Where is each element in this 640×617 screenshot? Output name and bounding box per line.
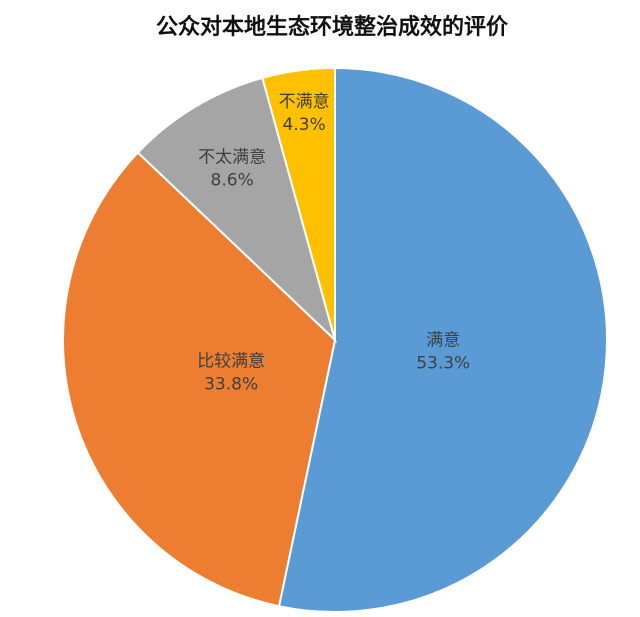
pie-slice bbox=[277, 66, 608, 613]
slice-value-label: 8.6% bbox=[211, 171, 254, 191]
pie-slice bbox=[62, 151, 337, 608]
pie-slice bbox=[261, 66, 336, 341]
slice-label: 满意 bbox=[426, 330, 460, 350]
slice-label: 不太满意 bbox=[198, 148, 266, 168]
slice-value-label: 33.8% bbox=[204, 374, 258, 394]
slice-value-label: 4.3% bbox=[283, 115, 326, 135]
chart-title: 公众对本地生态环境整治成效的评价 bbox=[156, 14, 509, 40]
slice-label: 不满意 bbox=[279, 92, 330, 112]
pie-slice bbox=[136, 76, 337, 344]
slice-value-label: 53.3% bbox=[416, 353, 470, 373]
slice-label: 比较满意 bbox=[197, 351, 265, 371]
